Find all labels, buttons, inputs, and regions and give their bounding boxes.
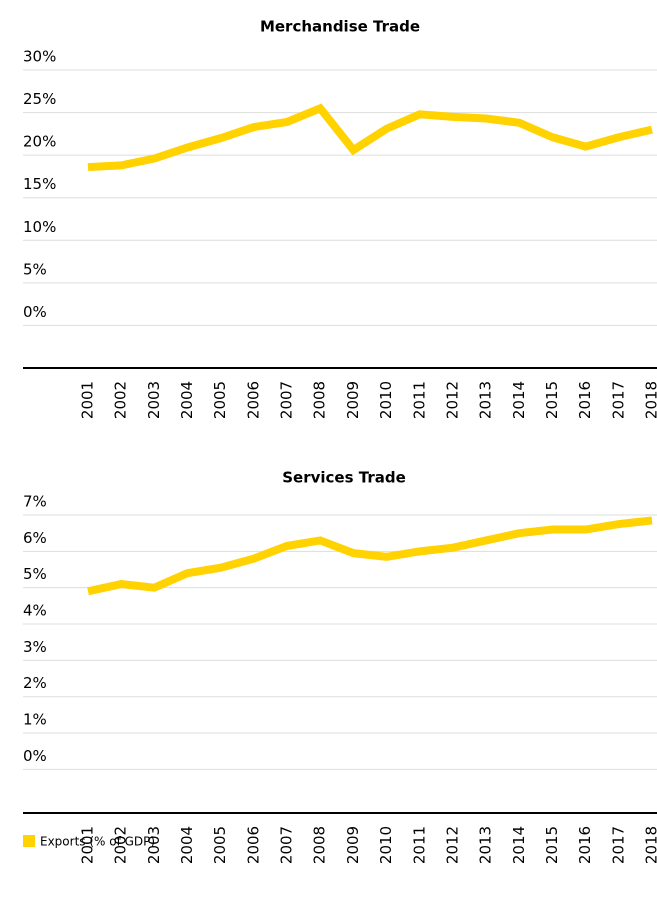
x-tick-label: 2001 [79,381,97,419]
x-tick-label: 2013 [477,381,495,419]
y-tick-label: 4% [23,602,47,620]
x-tick-label: 2012 [443,381,461,419]
chart-title: Services Trade [282,469,406,487]
x-tick-label: 2010 [377,826,395,864]
y-tick-label: 1% [23,711,47,729]
x-tick-label: 2005 [211,826,229,864]
line [88,520,652,591]
x-tick-label: 2015 [543,826,561,864]
x-tick-label: 2014 [510,826,528,864]
chart-title: Merchandise Trade [260,18,420,36]
x-tick-label: 2008 [311,381,329,419]
x-tick-label: 2012 [443,826,461,864]
x-tick-label: 2002 [112,826,130,864]
y-tick-label: 2% [23,674,47,692]
y-tick-label: 30% [23,48,56,66]
y-tick-label: 15% [23,175,56,193]
x-tick-label: 2005 [211,381,229,419]
y-tick-label: 5% [23,565,47,583]
x-tick-label: 2003 [145,826,163,864]
x-tick-label: 2007 [278,826,296,864]
x-tick-label: 2017 [609,826,627,864]
line [88,108,652,167]
x-tick-label: 2004 [178,826,196,864]
x-tick-label: 2006 [244,381,262,419]
y-tick-label: 7% [23,493,47,511]
x-tick-label: 2004 [178,381,196,419]
y-tick-label: 3% [23,638,47,656]
x-tick-label: 2014 [510,381,528,419]
x-tick-label: 2018 [643,381,657,419]
x-tick-label: 2010 [377,381,395,419]
x-tick-label: 2003 [145,381,163,419]
y-tick-label: 0% [23,303,47,321]
x-tick-label: 2015 [543,381,561,419]
x-tick-label: 2009 [344,381,362,419]
x-tick-label: 2016 [576,826,594,864]
x-tick-label: 2011 [410,381,428,419]
x-tick-label: 2013 [477,826,495,864]
y-tick-label: 6% [23,529,47,547]
x-tick-label: 2011 [410,826,428,864]
x-tick-label: 2009 [344,826,362,864]
legend-swatch [23,835,35,847]
x-tick-label: 2017 [609,381,627,419]
x-tick-label: 2008 [311,826,329,864]
x-tick-label: 2018 [643,826,657,864]
x-tick-label: 2001 [79,826,97,864]
y-tick-label: 5% [23,260,47,278]
x-tick-label: 2006 [244,826,262,864]
x-tick-label: 2007 [278,381,296,419]
y-tick-label: 25% [23,90,56,108]
legend-label: Exports (% of GDP) [40,835,155,849]
y-tick-label: 10% [23,218,56,236]
y-tick-label: 0% [23,747,47,765]
y-tick-label: 20% [23,133,56,151]
x-tick-label: 2016 [576,381,594,419]
x-tick-label: 2002 [112,381,130,419]
